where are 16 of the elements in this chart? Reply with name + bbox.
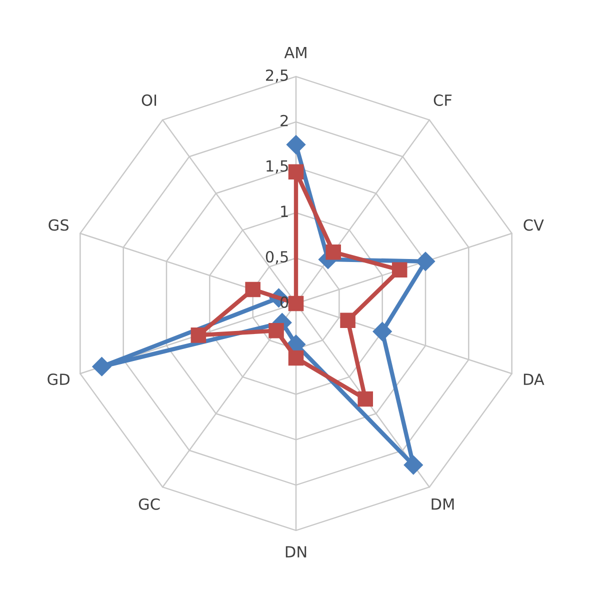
spoke-label: DM (432, 498, 454, 510)
spoke-label: GD (48, 374, 70, 386)
spoke-label: CV (524, 219, 544, 231)
spoke-label: GC (138, 498, 160, 510)
spoke-label: AM (284, 46, 306, 58)
y-tick-label: 1 (281, 206, 288, 217)
spoke-label: OI (142, 94, 156, 106)
y-tick-label: 1,5 (266, 160, 288, 174)
spoke-label: DA (524, 374, 544, 385)
spoke-label: DN (286, 546, 306, 558)
y-tick-label: 0 (280, 296, 288, 308)
y-tick-label: 2 (280, 114, 288, 126)
spoke-label: CF (434, 94, 452, 106)
y-tick-label: 0,5 (266, 250, 288, 264)
spoke-label: GS (48, 219, 69, 231)
y-tick-label: 2,5 (266, 69, 288, 83)
